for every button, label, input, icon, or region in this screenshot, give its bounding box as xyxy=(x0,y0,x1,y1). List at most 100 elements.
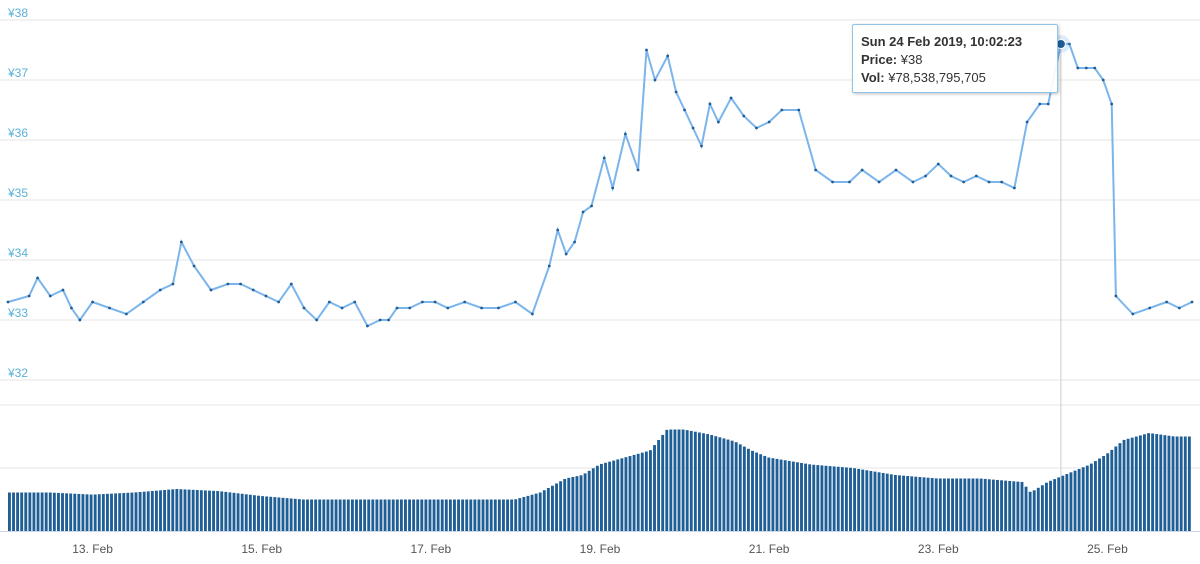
volume-bar xyxy=(326,499,330,531)
x-tick-label: 23. Feb xyxy=(918,542,959,556)
volume-bar xyxy=(730,440,734,531)
volume-bar xyxy=(726,439,730,531)
volume-bar xyxy=(559,481,563,531)
price-point xyxy=(340,306,344,310)
volume-bar xyxy=(628,456,632,531)
volume-bar xyxy=(836,466,840,531)
volume-bar xyxy=(759,454,763,531)
volume-bar xyxy=(902,475,906,531)
volume-bar xyxy=(330,499,334,531)
volume-bar xyxy=(138,492,142,531)
volume-bar xyxy=(693,431,697,531)
volume-bar xyxy=(32,492,36,531)
price-point xyxy=(1000,180,1004,184)
price-point xyxy=(1013,186,1016,190)
price-point xyxy=(708,102,712,106)
price-point xyxy=(302,306,306,310)
volume-bar xyxy=(16,492,20,531)
volume-bar xyxy=(359,499,362,531)
price-point xyxy=(264,294,268,298)
price-point xyxy=(1131,312,1135,316)
volume-bar xyxy=(44,492,48,531)
volume-bar xyxy=(52,492,56,531)
price-point xyxy=(962,180,966,184)
volume-bar xyxy=(1073,470,1077,531)
volume-bar xyxy=(350,499,354,531)
volume-bar xyxy=(840,467,844,531)
volume-bar xyxy=(738,444,742,531)
volume-bar xyxy=(938,478,942,531)
price-point xyxy=(48,294,52,298)
price-point xyxy=(691,126,695,130)
volume-bar xyxy=(885,473,889,531)
price-point xyxy=(158,288,162,292)
price-point xyxy=(666,54,670,58)
price-point xyxy=(179,240,183,244)
volume-bar xyxy=(591,468,595,531)
volume-bar xyxy=(530,494,534,531)
volume-bar xyxy=(248,494,252,531)
price-point xyxy=(125,312,128,316)
volume-bar xyxy=(583,473,587,531)
volume-bar xyxy=(257,495,260,531)
volume-bar xyxy=(379,499,383,531)
price-point xyxy=(683,108,686,112)
volume-bar xyxy=(28,492,32,531)
volume-bar xyxy=(199,490,203,531)
y-tick-label: ¥38 xyxy=(7,6,28,20)
volume-bar xyxy=(212,490,216,531)
volume-bar xyxy=(493,499,497,531)
volume-bar xyxy=(542,490,546,531)
volume-bar xyxy=(130,492,134,531)
volume-bar xyxy=(595,465,599,531)
volume-bar xyxy=(812,464,816,531)
volume-bar xyxy=(648,450,652,531)
volume-bar xyxy=(697,432,701,531)
volume-bar xyxy=(134,492,138,531)
volume-bar xyxy=(587,470,591,531)
volume-bar xyxy=(526,495,530,531)
volume-bar xyxy=(791,461,795,531)
volume-bar xyxy=(97,494,101,531)
grid-lines xyxy=(0,19,1200,532)
price-point xyxy=(1148,306,1152,310)
volume-bar xyxy=(118,493,122,531)
price-point xyxy=(729,96,733,100)
volume-bar xyxy=(1094,461,1097,531)
volume-bar xyxy=(579,475,583,531)
volume-bar xyxy=(816,465,820,531)
volume-bar xyxy=(722,438,726,531)
volume-bar xyxy=(481,499,485,531)
volume-bar xyxy=(314,499,318,531)
y-tick-label: ¥33 xyxy=(7,306,28,320)
volume-bars[interactable] xyxy=(8,429,1191,532)
volume-bar xyxy=(48,492,52,531)
x-axis-labels: 13. Feb 15. Feb 17. Feb 19. Feb 21. Feb 23. F… xyxy=(72,542,1128,556)
volume-bar xyxy=(930,478,934,531)
y-tick-label: ¥37 xyxy=(7,66,28,80)
volume-bar xyxy=(1069,472,1073,531)
volume-bar xyxy=(1175,436,1179,531)
volume-bar xyxy=(1098,458,1101,531)
price-point xyxy=(1067,42,1071,46)
volume-bar xyxy=(1081,467,1085,531)
volume-bar xyxy=(1000,480,1003,531)
price-line[interactable] xyxy=(7,43,1193,328)
volume-bar xyxy=(555,483,558,531)
volume-bar xyxy=(996,479,999,531)
volume-bar xyxy=(179,489,183,531)
price-point xyxy=(636,168,640,172)
price-point xyxy=(611,186,615,190)
volume-bar xyxy=(1065,474,1069,531)
volume-bar xyxy=(1187,436,1191,531)
volume-bar xyxy=(20,492,24,531)
volume-bar xyxy=(918,477,922,531)
volume-bar xyxy=(640,452,644,531)
volume-bar xyxy=(461,499,465,531)
price-point xyxy=(924,174,927,178)
price-point xyxy=(141,300,145,304)
volume-bar xyxy=(285,498,289,531)
volume-bar xyxy=(355,499,358,531)
volume-bar xyxy=(85,494,89,531)
